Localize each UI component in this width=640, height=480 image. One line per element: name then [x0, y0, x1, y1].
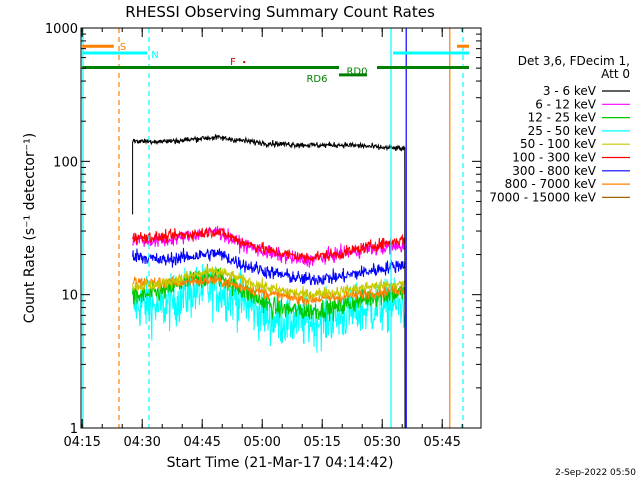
series-line-7 — [132, 273, 406, 307]
chart-title: RHESSI Observing Summary Count Rates — [125, 3, 435, 21]
annotation-rd6: RD6 — [306, 74, 327, 85]
legend-header-line-2: Att 0 — [601, 67, 630, 81]
x-tick-label: 05:00 — [243, 435, 280, 450]
annotation-rd0: RD0 — [346, 67, 367, 78]
x-axis: 04:15 04:30 04:45 05:00 05:15 05:30 05:45 — [63, 28, 463, 450]
x-tick-label: 04:15 — [63, 435, 100, 450]
series-line-5 — [132, 227, 406, 263]
legend-label: 12 - 25 keV — [528, 111, 597, 125]
legend-label: 3 - 6 keV — [543, 84, 597, 98]
y-axis: 1 10 100 1000 — [45, 22, 481, 437]
x-tick-label: 04:30 — [123, 435, 160, 450]
legend-label: 300 - 800 keV — [512, 164, 596, 178]
flare-marker — [243, 61, 246, 64]
legend-label: 50 - 100 keV — [520, 137, 597, 151]
series-line-0 — [132, 134, 406, 428]
x-axis-label: Start Time (21-Mar-17 04:14:42) — [167, 455, 394, 471]
series-line-6 — [132, 247, 406, 286]
x-tick-label: 04:45 — [183, 435, 220, 450]
plot-overlay: S N F RD0 RD6 — [82, 28, 469, 428]
legend-label: 800 - 7000 keV — [505, 177, 597, 191]
x-tick-label: 05:15 — [303, 435, 340, 450]
y-tick-label: 100 — [53, 155, 78, 170]
series-line-4 — [132, 265, 406, 303]
annotation-n: N — [151, 50, 158, 61]
annotation-s: S — [120, 42, 126, 53]
legend-label: 7000 - 15000 keV — [489, 190, 596, 204]
plot-frame — [80, 27, 482, 429]
y-tick-label: 10 — [61, 289, 78, 304]
y-tick-label: 1000 — [45, 22, 78, 37]
y-tick-label: 1 — [70, 422, 78, 437]
plot-marks — [132, 134, 406, 428]
legend-label: 25 - 50 keV — [528, 124, 597, 138]
legend-label: 100 - 300 keV — [512, 151, 596, 165]
annotation-f: F — [230, 57, 236, 68]
x-tick-label: 05:45 — [423, 435, 460, 450]
series-line-3 — [132, 263, 406, 353]
x-tick-label: 05:30 — [363, 435, 400, 450]
legend-label: 6 - 12 keV — [535, 97, 597, 111]
y-axis-label: Count Rate (s⁻¹ detector⁻¹) — [22, 133, 38, 323]
legend-header-line-1: Det 3,6, FDecim 1, — [518, 54, 630, 68]
date-stamp: 2-Sep-2022 05:50 — [555, 468, 636, 478]
